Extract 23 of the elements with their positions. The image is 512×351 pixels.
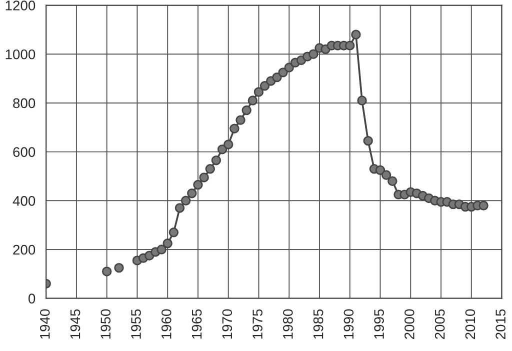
x-tick-label: 1990 xyxy=(344,309,354,339)
x-tick-label: 1945 xyxy=(70,309,80,339)
x-tick-label: 2005 xyxy=(434,309,445,339)
x-tick-label: 2010 xyxy=(465,309,476,339)
y-tick-label: 0 xyxy=(28,294,36,304)
x-tick-label: 1985 xyxy=(313,309,324,339)
x-tick-label: 1970 xyxy=(222,309,232,339)
y-tick-label: 1000 xyxy=(6,49,36,60)
x-tick-label: 2015 xyxy=(496,309,506,339)
x-tick-label: 1940 xyxy=(40,309,50,339)
y-tick-label: 400 xyxy=(12,196,36,206)
y-tick-label: 800 xyxy=(13,98,36,108)
x-tick-label: 1965 xyxy=(192,309,202,339)
y-tick-label: 1200 xyxy=(6,0,36,10)
x-tick-label: 1950 xyxy=(100,309,111,339)
x-tick-label: 1960 xyxy=(161,309,172,339)
x-tick-label: 2000 xyxy=(404,309,414,339)
x-tick-label: 1955 xyxy=(131,309,141,339)
x-tick-label: 1975 xyxy=(252,309,262,339)
y-tick-label: 600 xyxy=(13,147,36,157)
x-tick-label: 1980 xyxy=(283,309,293,339)
x-tick-label: 1995 xyxy=(374,309,384,339)
y-tick-label: 200 xyxy=(13,244,36,255)
